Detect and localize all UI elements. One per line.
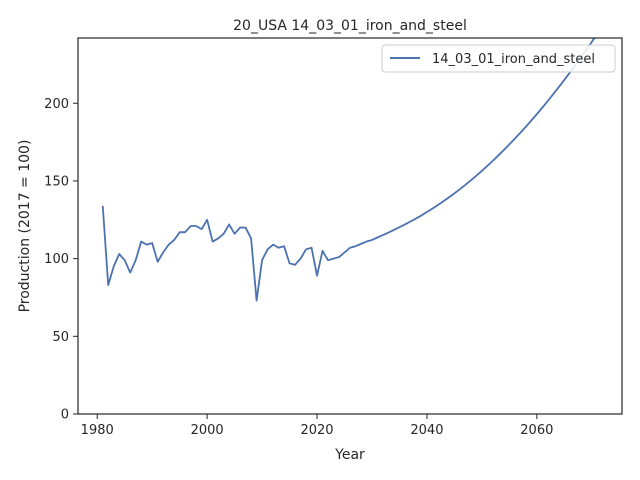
legend: 14_03_01_iron_and_steel — [381, 44, 616, 73]
y-axis: 0 50 100 150 200 — [44, 97, 78, 423]
x-tick-label: 2000 — [191, 423, 224, 438]
legend-entry-label: 14_03_01_iron_and_steel — [432, 52, 595, 67]
y-tick-label: 100 — [44, 252, 69, 267]
y-tick-label: 0 — [61, 408, 69, 423]
x-tick-label: 2060 — [520, 423, 553, 438]
plot-frame — [77, 37, 623, 415]
y-tick-label: 50 — [52, 330, 69, 345]
x-axis: 1980 2000 2020 2040 2060 — [81, 414, 553, 438]
y-axis-label: Production (2017 = 100) — [17, 140, 33, 313]
x-axis-label: Year — [334, 447, 365, 463]
x-tick-label: 2020 — [300, 423, 333, 438]
x-tick-label: 2040 — [410, 423, 443, 438]
chart-title: 20_USA 14_03_01_iron_and_steel — [233, 18, 467, 34]
y-tick-label: 150 — [44, 174, 69, 189]
legend-box — [381, 44, 616, 73]
series-layer — [101, 38, 596, 302]
series-line — [101, 38, 596, 302]
y-tick-label: 200 — [44, 97, 69, 112]
x-tick-label: 1980 — [81, 423, 114, 438]
